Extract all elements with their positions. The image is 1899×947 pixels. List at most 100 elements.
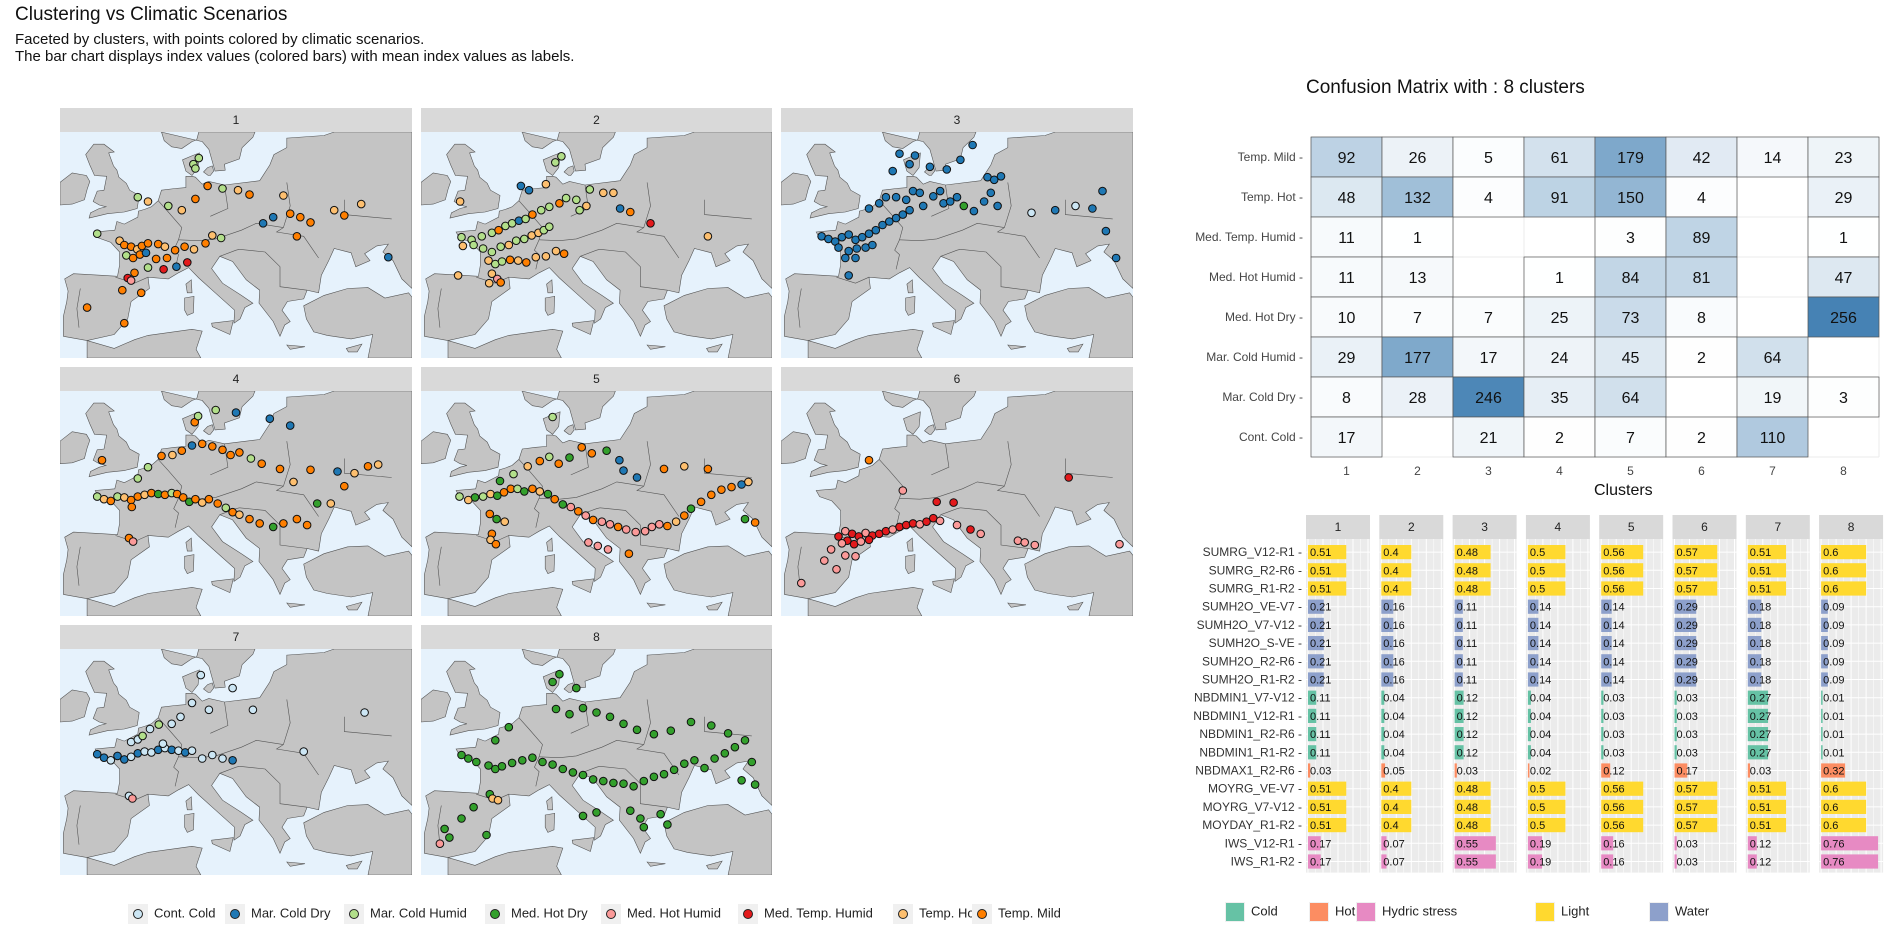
map-point (106, 496, 116, 506)
map-point (457, 814, 466, 823)
cm-row-label: Temp. Mild - (1238, 150, 1303, 164)
bar-value-label: 0.57 (1677, 584, 1698, 596)
bar-value-label: 0.09 (1823, 638, 1844, 650)
map-point (299, 747, 308, 756)
map-point (558, 500, 568, 509)
map-point (935, 516, 945, 526)
map-strip-3: 3 (781, 108, 1133, 132)
map-point (609, 778, 618, 788)
map-point (455, 492, 464, 501)
bar-legend-label: Hydric stress (1382, 903, 1458, 919)
map-land (646, 861, 666, 867)
map-border (539, 739, 644, 759)
map-point (245, 190, 254, 199)
map-point (700, 763, 709, 773)
map-point (157, 451, 166, 461)
bar-value-label: 0.4 (1383, 820, 1398, 832)
map-legend-label: Med. Hot Humid (627, 905, 721, 921)
map-land (421, 172, 452, 206)
map-land (706, 860, 723, 870)
map-point (136, 288, 146, 298)
bar-value-label: 0.5 (1530, 784, 1545, 796)
map-point (707, 490, 716, 500)
bar (1821, 745, 1823, 760)
cm-cell (1523, 296, 1596, 338)
map-panel-5: 5 (421, 367, 772, 616)
bar-value-label: 0.48 (1457, 565, 1478, 577)
cm-cell (1310, 296, 1383, 338)
bar-category-label: IWS_R1-R2 - (1231, 855, 1302, 869)
bar (1308, 636, 1324, 651)
map-point (659, 464, 669, 474)
map-point (106, 756, 116, 765)
map-1 (60, 132, 412, 358)
map-point (592, 708, 601, 717)
cm-cell-label: 45 (1622, 350, 1640, 367)
bar (1821, 727, 1823, 742)
bar (1381, 690, 1385, 705)
bar (1454, 654, 1463, 669)
bar (1308, 654, 1324, 669)
bar-facet-label: 7 (1774, 520, 1781, 534)
map-point (211, 405, 220, 415)
map-point (268, 522, 278, 532)
cm-row-label: Med. Hot Dry - (1225, 310, 1303, 324)
bar (1308, 727, 1317, 742)
map-point (561, 193, 571, 203)
map-point (626, 207, 635, 217)
map-point (852, 244, 862, 253)
map-strip-8: 8 (421, 625, 772, 649)
map-point (384, 252, 393, 262)
bar-value-label: 0.11 (1310, 729, 1331, 741)
cm-cell (1807, 136, 1880, 178)
legend-swatch-icon (1536, 903, 1554, 921)
bar-value-label: 0.56 (1603, 802, 1624, 814)
map-point (208, 750, 217, 760)
map-border (219, 507, 240, 515)
map-point (597, 517, 607, 526)
bar-value-label: 0.16 (1603, 838, 1624, 850)
map-point (176, 712, 185, 722)
cm-cell-label: 3 (1839, 390, 1848, 407)
map-point (126, 276, 136, 285)
bar (1821, 763, 1846, 778)
map-border (960, 249, 1029, 291)
map-point (686, 504, 696, 513)
map-land (446, 660, 501, 736)
bar-value-label: 0.17 (1677, 766, 1698, 778)
cm-cell-label: 5 (1484, 150, 1493, 167)
bar (1527, 799, 1566, 814)
map-border (76, 288, 81, 328)
map-point (959, 201, 969, 211)
map-land (211, 320, 234, 335)
bar (1454, 617, 1463, 632)
map-panel-4: 4 (60, 367, 412, 616)
bar (1747, 690, 1769, 705)
map-point (555, 199, 564, 208)
bar (1601, 672, 1612, 687)
cm-col-label: 8 (1840, 464, 1847, 478)
bar (1821, 581, 1867, 596)
legend-dot-icon (743, 909, 753, 919)
map-point (851, 253, 860, 263)
bar (1308, 581, 1347, 596)
map-land (663, 545, 772, 616)
map-point (632, 473, 642, 482)
map-point (151, 254, 161, 264)
map-point (279, 191, 288, 200)
map-border (437, 546, 442, 586)
bar (1381, 763, 1386, 778)
map-point (485, 509, 495, 519)
map-border (157, 717, 183, 787)
map-point (373, 460, 383, 469)
cm-cell (1452, 416, 1525, 458)
bar (1747, 599, 1762, 614)
bar-value-label: 0.6 (1823, 565, 1838, 577)
map-point (857, 232, 867, 242)
map-legend-item: Mar. Cold Dry (225, 904, 330, 924)
bar (1381, 781, 1412, 796)
map-strip-7: 7 (60, 625, 412, 649)
cm-cell (1381, 176, 1454, 218)
cm-cell-label: 132 (1404, 190, 1431, 207)
